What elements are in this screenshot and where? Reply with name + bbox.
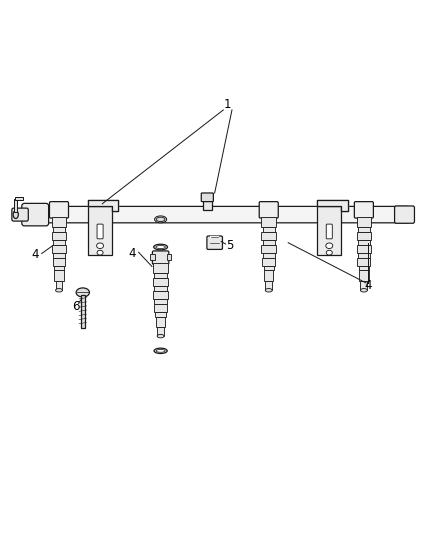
FancyBboxPatch shape (152, 251, 169, 264)
Bar (202, 200, 212, 210)
Bar (358, 227, 370, 232)
Bar (261, 232, 276, 240)
Bar (53, 253, 65, 258)
Bar (357, 258, 371, 265)
Bar (153, 263, 168, 272)
Bar (359, 270, 369, 281)
Ellipse shape (358, 216, 370, 223)
Text: 4: 4 (364, 279, 372, 293)
Bar (52, 245, 66, 253)
Ellipse shape (154, 348, 167, 353)
Ellipse shape (265, 288, 272, 292)
Ellipse shape (156, 217, 165, 222)
Bar (156, 317, 166, 327)
Ellipse shape (156, 254, 165, 257)
Bar (264, 270, 273, 281)
Bar (265, 281, 272, 290)
Ellipse shape (56, 288, 63, 292)
Bar (154, 272, 167, 278)
Ellipse shape (155, 216, 167, 223)
FancyBboxPatch shape (207, 236, 223, 249)
Bar (153, 278, 168, 286)
Text: 6: 6 (72, 300, 79, 313)
Bar (155, 312, 166, 317)
Bar (56, 281, 63, 290)
Bar (261, 217, 276, 227)
Polygon shape (318, 200, 348, 211)
FancyBboxPatch shape (49, 201, 68, 218)
Ellipse shape (326, 243, 333, 248)
Bar (154, 300, 167, 304)
Ellipse shape (360, 288, 367, 292)
Bar (167, 254, 171, 261)
Ellipse shape (76, 288, 89, 297)
Bar (263, 240, 275, 245)
Bar (154, 304, 167, 312)
Bar (360, 281, 367, 290)
FancyBboxPatch shape (318, 206, 341, 255)
Bar (53, 227, 65, 232)
FancyBboxPatch shape (201, 193, 213, 201)
Bar (263, 227, 275, 232)
FancyBboxPatch shape (88, 206, 112, 255)
Bar (54, 270, 64, 281)
Bar (358, 253, 370, 258)
Polygon shape (88, 200, 118, 211)
Bar (52, 217, 66, 227)
Bar (52, 232, 66, 240)
Text: 4: 4 (128, 247, 135, 260)
Bar (264, 265, 274, 270)
FancyBboxPatch shape (354, 201, 373, 218)
Bar (53, 240, 65, 245)
Bar (150, 254, 155, 261)
Bar (359, 265, 369, 270)
Bar (81, 295, 85, 328)
Bar (357, 217, 371, 227)
FancyBboxPatch shape (326, 224, 332, 239)
Ellipse shape (263, 216, 275, 223)
Bar (263, 253, 275, 258)
Bar (357, 245, 371, 253)
Ellipse shape (13, 211, 18, 219)
Ellipse shape (265, 217, 273, 222)
FancyBboxPatch shape (29, 206, 409, 223)
Bar (14, 199, 18, 213)
Bar (358, 240, 370, 245)
Ellipse shape (156, 350, 165, 352)
Bar (157, 327, 164, 336)
Ellipse shape (360, 217, 368, 222)
Bar (261, 245, 276, 253)
Bar (153, 290, 168, 300)
Text: 5: 5 (226, 239, 233, 252)
Text: 1: 1 (224, 98, 231, 111)
FancyBboxPatch shape (22, 204, 49, 226)
Ellipse shape (157, 334, 164, 338)
FancyBboxPatch shape (97, 224, 103, 239)
Ellipse shape (154, 244, 168, 250)
Ellipse shape (326, 251, 332, 255)
FancyBboxPatch shape (259, 201, 278, 218)
Ellipse shape (155, 253, 167, 258)
Bar (54, 265, 64, 270)
Ellipse shape (55, 217, 64, 222)
Ellipse shape (156, 246, 166, 248)
Bar (15, 197, 23, 200)
Bar (154, 286, 167, 290)
Bar (53, 258, 66, 265)
Ellipse shape (97, 243, 103, 248)
Text: 4: 4 (32, 248, 39, 261)
Bar (357, 232, 371, 240)
Ellipse shape (97, 251, 103, 255)
FancyBboxPatch shape (12, 208, 28, 221)
Bar (262, 258, 275, 265)
Ellipse shape (53, 216, 65, 223)
FancyBboxPatch shape (395, 206, 414, 223)
